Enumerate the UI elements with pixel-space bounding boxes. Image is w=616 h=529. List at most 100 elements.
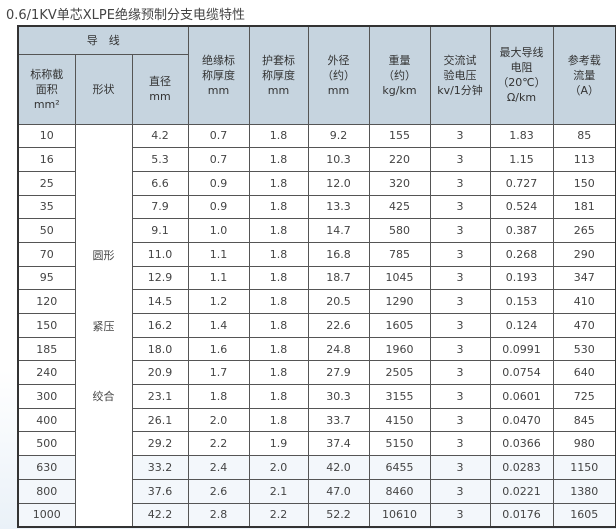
table-cell: 2.0 [248,455,309,480]
table-body: 10 圆形 紧压 绞合 4.2 0.7 1.8 9.2 155 3 1.83 85 16 5.3 0.7 1.… [17,123,616,528]
col-header-line: （约） [322,68,355,82]
table-cell: 725 [552,384,616,409]
table-cell: 1.6 [187,336,250,362]
col-header-line: mm [207,83,230,97]
table-cell: 50 [17,218,76,243]
table-row: 1000 42.2 2.8 2.2 52.2 10610 3 0.0176 1605 [17,502,616,528]
table-cell: 18.0 [131,336,189,362]
table-cell: 85 [552,123,616,149]
table-cell: 3 [429,360,491,386]
table-cell: 20.5 [307,289,370,314]
table-cell: 14.5 [131,289,189,314]
table-cell: 1.7 [187,360,250,386]
table-cell: 47.0 [307,478,370,504]
col-header-line: 直径 [149,75,171,88]
table-cell: 37.6 [131,478,189,504]
table-cell: 1.8 [248,241,309,267]
table-cell: 9.1 [131,218,189,243]
table-cell: 3 [429,478,491,504]
table-cell: 3 [429,502,491,528]
table-cell: 1.8 [248,313,309,338]
col-header-line: kg/km [382,83,417,97]
table-row: 800 37.6 2.6 2.1 47.0 8460 3 0.0221 1380 [17,478,616,504]
table-cell: 42.2 [131,502,189,528]
table-cell: 1.2 [187,289,250,314]
table-cell: 290 [552,241,616,267]
table-cell: 3 [429,336,491,362]
table-cell: 0.0470 [489,407,554,433]
table-cell: 4.2 [131,123,189,149]
table-cell: 1.83 [489,123,554,149]
col-header: 护套标 称厚度 mm [248,25,309,125]
table-cell: 30.3 [307,384,370,409]
table-cell: 11.0 [131,241,189,267]
table-row: 25 6.6 0.9 1.8 12.0 320 3 0.727 150 [17,170,616,196]
table-cell: 5.3 [131,147,189,172]
table-cell: 1045 [368,265,431,291]
table-cell: 3 [429,265,491,291]
table-cell: 9.2 [307,123,370,149]
table-cell: 23.1 [131,384,189,409]
table-cell: 24.8 [307,336,370,362]
col-header-line: 外径 [327,53,350,67]
table-cell: 3 [429,313,491,338]
table-cell: 25 [17,170,76,196]
table-cell: 2.4 [187,455,250,480]
table-cell: 1.15 [489,147,554,172]
table-cell: 113 [552,147,616,172]
table-cell: 2.2 [187,431,250,457]
col-header-line: 称厚度 [262,68,295,82]
table-cell: 95 [17,265,76,291]
table-cell: 800 [17,478,76,504]
table-cell: 70 [17,241,76,267]
col-header-line: （A） [569,83,600,97]
table-row: 630 33.2 2.4 2.0 42.0 6455 3 0.0283 1150 [17,455,616,480]
table-row: 70 11.0 1.1 1.8 16.8 785 3 0.268 290 [17,241,616,267]
table-cell: 2.6 [187,478,250,504]
table-cell: 35 [17,194,76,220]
table-cell: 3 [429,407,491,433]
table-cell: 14.7 [307,218,370,243]
table-cell: 150 [17,313,76,338]
table-cell: 1.1 [187,265,250,291]
col-header-line: mm [149,90,171,103]
table-cell: 4150 [368,407,431,433]
table-row: 185 18.0 1.6 1.8 24.8 1960 3 0.0991 530 [17,336,616,362]
col-header: 交流试 验电压 kv/1分钟 [429,25,491,125]
table-cell: 0.0754 [489,360,554,386]
col-header-line: 电阻 [510,61,533,75]
col-header: 标称截 面积 mm² [17,53,76,125]
table-cell: 785 [368,241,431,267]
table-cell: 0.268 [489,241,554,267]
table-cell: 13.3 [307,194,370,220]
table-cell: 6.6 [131,170,189,196]
table-row: 50 9.1 1.0 1.8 14.7 580 3 0.387 265 [17,218,616,243]
table-cell: 1.8 [248,147,309,172]
table-cell: 10 [17,123,76,149]
table-row: 95 12.9 1.1 1.8 18.7 1045 3 0.193 347 [17,265,616,291]
table-cell: 20.9 [131,360,189,386]
table-cell: 1.8 [248,289,309,314]
table-cell: 0.7 [187,147,250,172]
table-cell: 1.8 [248,123,309,149]
table-cell: 0.193 [489,265,554,291]
shape-label: 紧压 [92,319,115,333]
table-cell: 3 [429,123,491,149]
table-cell: 37.4 [307,431,370,457]
col-header-line: kv/1分钟 [437,83,483,97]
table-cell: 2505 [368,360,431,386]
table-cell: 22.6 [307,313,370,338]
table-cell: 6455 [368,455,431,480]
table-cell: 181 [552,194,616,220]
table-cell: 410 [552,289,616,314]
table-cell: 52.2 [307,502,370,528]
table-cell: 1.8 [248,336,309,362]
table-cell: 1.8 [248,218,309,243]
col-header-line: 验电压 [443,68,477,82]
table-cell: 1290 [368,289,431,314]
table-cell: 120 [17,289,76,314]
table-cell: 1.0 [187,218,250,243]
col-header-line: 参考载 [567,53,601,67]
table-row: 120 14.5 1.2 1.8 20.5 1290 3 0.153 410 [17,289,616,314]
table-cell: 630 [17,455,76,480]
